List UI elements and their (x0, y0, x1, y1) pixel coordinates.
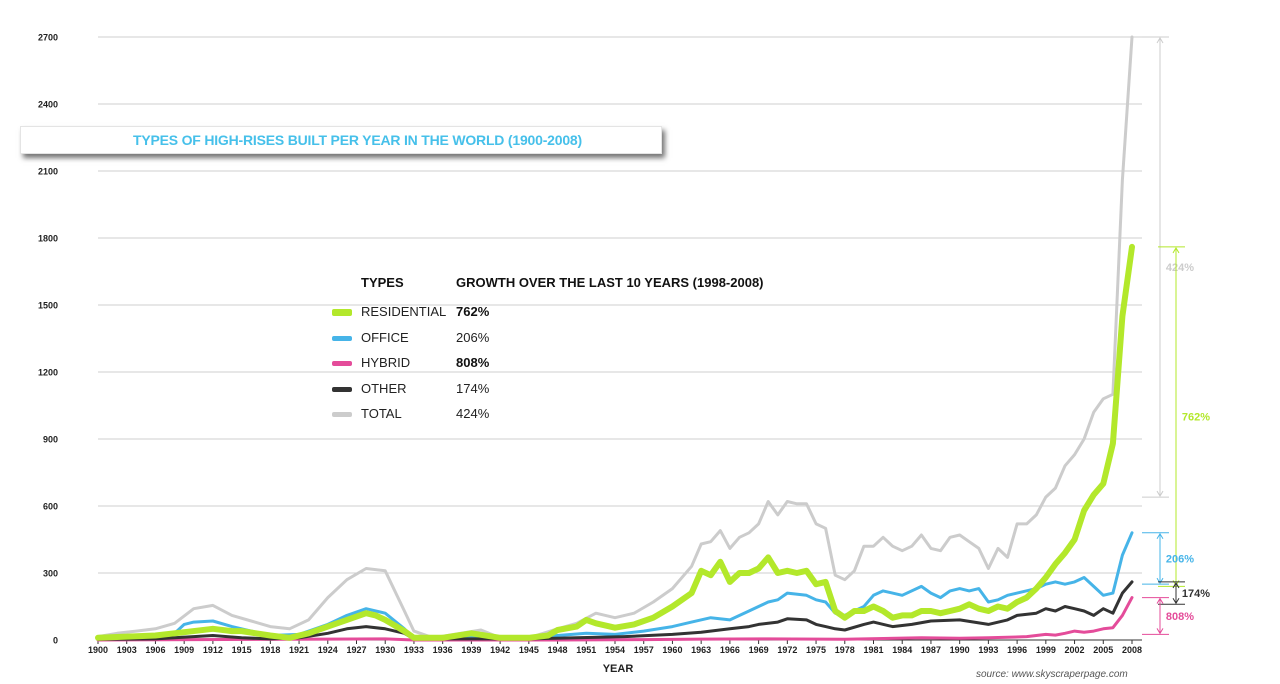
x-tick-label: 1912 (203, 645, 223, 655)
x-tick-label: 1942 (490, 645, 510, 655)
x-tick-label: 1963 (691, 645, 711, 655)
legend-item-office: OFFICE 206% (332, 328, 802, 348)
x-tick-label: 1945 (519, 645, 539, 655)
legend-growth-value: 762% (456, 304, 490, 319)
annotation-label: 206% (1166, 553, 1194, 565)
legend-growth-value: 808% (456, 355, 490, 370)
y-tick-label: 900 (43, 435, 58, 445)
legend-growth-value: 206% (456, 329, 490, 345)
y-tick-label: 300 (43, 569, 58, 579)
annotation-arrowhead (1156, 577, 1164, 585)
x-tick-label: 1990 (950, 645, 970, 655)
y-tick-label: 2100 (38, 167, 58, 177)
x-tick-label: 2008 (1122, 645, 1142, 655)
x-tick-label: 1957 (634, 645, 654, 655)
annotation-arrowhead (1156, 628, 1164, 635)
x-tick-label: 1978 (835, 645, 855, 655)
x-tick-label: 1918 (260, 645, 280, 655)
legend-type-name: OTHER (361, 380, 407, 396)
legend-swatch (332, 412, 352, 417)
x-tick-label: 1924 (318, 645, 338, 655)
x-tick-label: 1981 (863, 645, 883, 655)
legend-growth-value: 174% (456, 380, 490, 396)
annotation-arrowhead (1172, 246, 1180, 254)
y-tick-label: 2400 (38, 100, 58, 110)
legend-item-residential: RESIDENTIAL 762% (332, 302, 802, 322)
series-line-other (96, 580, 1134, 641)
y-tick-label: 0 (53, 636, 58, 646)
legend-type-name: OFFICE (361, 329, 409, 345)
x-tick-label: 1930 (375, 645, 395, 655)
x-tick-label: 1966 (720, 645, 740, 655)
legend-header-growth: GROWTH OVER THE LAST 10 YEARS (1998-2008… (456, 275, 764, 290)
chart-title-box: TYPES OF HIGH-RISES BUILT PER YEAR IN TH… (20, 126, 662, 154)
x-tick-label: 1939 (461, 645, 481, 655)
series-line-residential (95, 243, 1135, 641)
annotation-arrowhead (1156, 490, 1164, 498)
series-line-hybrid (96, 596, 1134, 642)
legend-swatch (332, 361, 352, 366)
x-tick-label: 1975 (806, 645, 826, 655)
x-tick-label: 1906 (145, 645, 165, 655)
x-tick-label: 2005 (1093, 645, 1113, 655)
annotation-arrowhead (1156, 532, 1164, 540)
y-tick-label: 1200 (38, 368, 58, 378)
x-axis-ticks: 1900 1903 1906 1909 1912 1915 1918 1921 1924 1927… (88, 640, 1142, 655)
source-note: source: www.skyscraperpage.com (976, 669, 1128, 680)
x-tick-label: 1951 (576, 645, 596, 655)
x-tick-label: 1915 (232, 645, 252, 655)
legend-header-types: TYPES (361, 275, 404, 290)
x-tick-label: 1900 (88, 645, 108, 655)
y-tick-label: 2700 (38, 33, 58, 43)
gridlines (98, 36, 1142, 641)
x-axis-label: YEAR (603, 663, 634, 675)
annotation-label: 424% (1166, 262, 1194, 274)
legend-item-hybrid: HYBRID 808% (332, 353, 802, 373)
legend-item-other: OTHER 174% (332, 379, 802, 399)
legend-swatch (332, 386, 352, 392)
x-tick-label: 1996 (1007, 645, 1027, 655)
x-tick-label: 1999 (1036, 645, 1056, 655)
annotation-label: 808% (1166, 611, 1194, 623)
x-tick-label: 1993 (978, 645, 998, 655)
x-tick-label: 1960 (662, 645, 682, 655)
legend-item-total: TOTAL 424% (332, 404, 802, 424)
x-tick-label: 2002 (1065, 645, 1085, 655)
annotation-arrowhead (1172, 581, 1180, 589)
annotation-label: 174% (1182, 588, 1210, 600)
x-tick-label: 1987 (921, 645, 941, 655)
series-line-total (96, 35, 1134, 640)
legend-type-name: HYBRID (361, 355, 411, 370)
y-axis-ticks: 0 300 600 900 1200 1500 1800 2100 2400 2700 (38, 33, 58, 646)
y-tick-label: 600 (43, 502, 58, 512)
x-tick-label: 1921 (289, 645, 309, 655)
x-tick-label: 1903 (117, 645, 137, 655)
legend: TYPES GROWTH OVER THE LAST 10 YEARS (199… (332, 272, 802, 432)
growth-annotations: 424% 762% 206% 174% 808% (1142, 36, 1210, 635)
chart-title: TYPES OF HIGH-RISES BUILT PER YEAR IN TH… (133, 132, 582, 148)
x-tick-label: 1972 (777, 645, 797, 655)
x-tick-label: 1927 (346, 645, 366, 655)
annotation-arrowhead (1156, 597, 1164, 604)
annotation-arrowhead (1172, 598, 1180, 605)
annotation-arrowhead (1156, 37, 1164, 44)
legend-growth-value: 424% (456, 406, 490, 421)
x-tick-label: 1954 (605, 645, 625, 655)
x-tick-label: 1909 (174, 645, 194, 655)
series-lines (95, 35, 1135, 642)
legend-type-name: TOTAL (361, 406, 402, 421)
x-tick-label: 1948 (548, 645, 568, 655)
x-tick-label: 1936 (433, 645, 453, 655)
x-tick-label: 1969 (749, 645, 769, 655)
legend-swatch (332, 335, 352, 341)
legend-type-name: RESIDENTIAL (361, 304, 447, 319)
y-tick-label: 1800 (38, 234, 58, 244)
y-tick-label: 1500 (38, 301, 58, 311)
legend-swatch (332, 309, 352, 316)
x-tick-label: 1984 (892, 645, 912, 655)
x-tick-label: 1933 (404, 645, 424, 655)
annotation-label: 762% (1182, 412, 1210, 424)
